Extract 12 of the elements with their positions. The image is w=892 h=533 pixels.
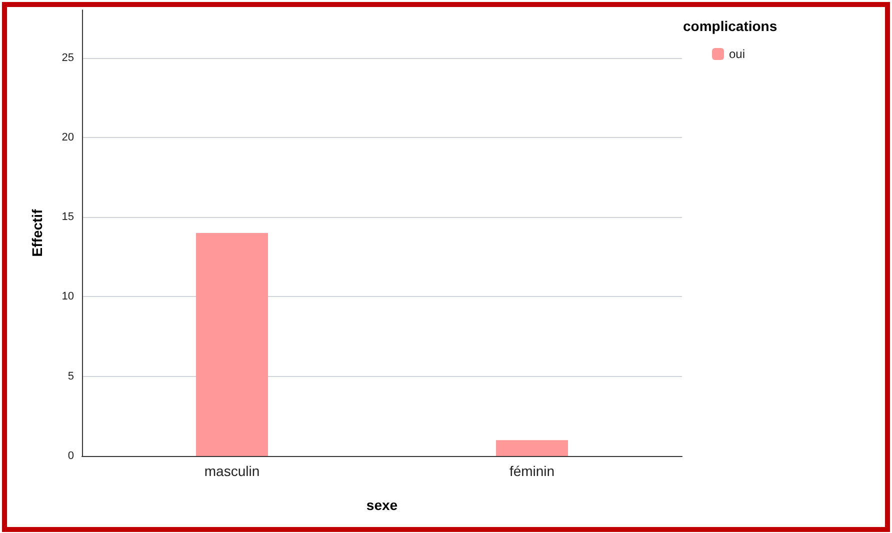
y-tick-label: 5 <box>68 370 74 382</box>
y-tick-label: 10 <box>62 290 74 303</box>
y-tick-label: 20 <box>62 131 74 144</box>
legend-label: oui <box>729 47 746 61</box>
y-tick-label: 25 <box>62 52 74 64</box>
y-axis-title: Effectif <box>29 208 45 257</box>
y-tick-label: 0 <box>68 450 74 462</box>
y-tick-label: 15 <box>62 211 74 224</box>
legend-title: complications <box>683 18 778 34</box>
x-axis-title: sexe <box>366 497 398 513</box>
x-tick-label: féminin <box>509 463 555 479</box>
x-tick-label: masculin <box>204 463 260 479</box>
